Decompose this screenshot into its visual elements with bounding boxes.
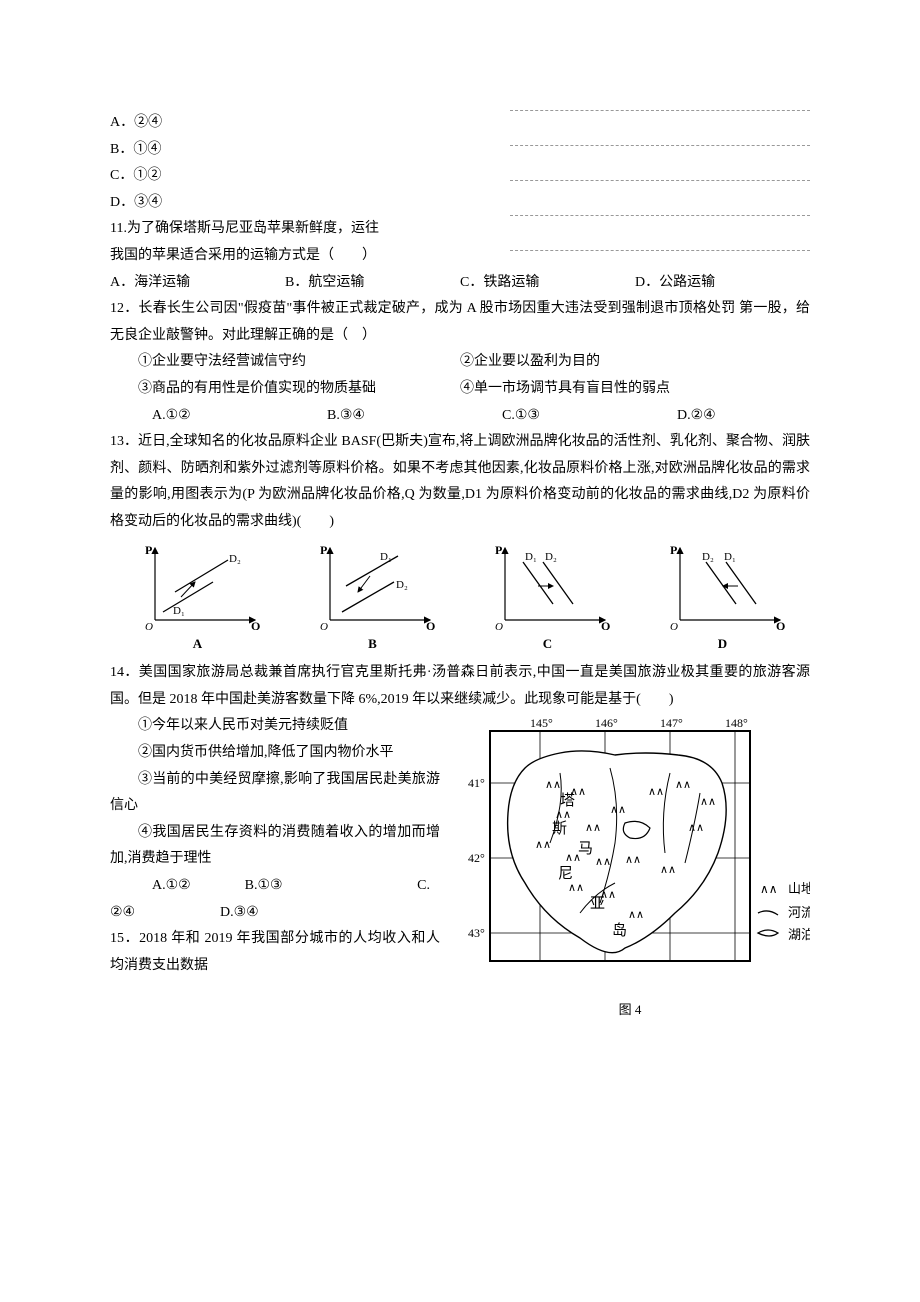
svg-text:42°: 42°	[468, 851, 485, 865]
svg-text:Q: Q	[426, 619, 435, 630]
svg-text:P: P	[495, 543, 502, 557]
svg-text:D₁: D₁	[380, 551, 392, 563]
q14-option-c: ②④	[110, 900, 220, 927]
svg-text:∧∧: ∧∧	[760, 882, 778, 896]
svg-text:D₂: D₂	[229, 553, 241, 565]
svg-text:∧∧: ∧∧	[595, 856, 611, 868]
legend-mountain: 山地	[788, 881, 810, 896]
q13-graph-d: P Q O D₂ D₁ D	[635, 542, 810, 657]
svg-text:∧∧: ∧∧	[660, 864, 676, 876]
q14-option-d: D.③④	[220, 900, 330, 927]
svg-text:O: O	[495, 621, 503, 630]
legend-river: 河流	[788, 905, 810, 920]
q13-graph-a: P Q O D₁ D₂ A	[110, 542, 285, 657]
svg-text:O: O	[320, 621, 328, 630]
q12-statement-1: ①企业要守法经营诚信守约	[110, 349, 460, 376]
q13-graph-d-label: D	[635, 632, 810, 657]
svg-text:塔: 塔	[560, 792, 575, 809]
legend-lake: 湖泊	[788, 927, 810, 942]
map-caption: 图 4	[450, 998, 810, 1023]
svg-text:D₁: D₁	[525, 551, 537, 563]
svg-text:∧∧: ∧∧	[688, 822, 704, 834]
svg-text:∧∧: ∧∧	[545, 779, 561, 791]
axis-q: Q	[251, 619, 260, 630]
q13-stem: 13．近日,全球知名的化妆品原料企业 BASF(巴斯夫)宣布,将上调欧洲品牌化妆…	[110, 429, 810, 535]
option-c: C．①②	[110, 163, 480, 190]
q14-option-c-prefix: C.	[337, 873, 440, 900]
q14-option-a: A.①②	[152, 873, 245, 900]
svg-text:∧∧: ∧∧	[610, 804, 626, 816]
svg-text:∧∧: ∧∧	[585, 822, 601, 834]
svg-text:D₂: D₂	[396, 579, 408, 591]
svg-text:Q: Q	[601, 619, 610, 630]
tasmania-map: 145° 146° 147° 148° 41° 42° 43°	[450, 713, 810, 1022]
lon-label: 145°	[530, 716, 553, 730]
q15-stem: 15．2018 年和 2019 年我国部分城市的人均收入和人均消费支出数据	[110, 926, 440, 979]
svg-text:P: P	[670, 543, 677, 557]
svg-text:O: O	[670, 621, 678, 630]
q13-graph-b-label: B	[285, 632, 460, 657]
q13-graph-b: P Q O D₁ D₂ B	[285, 542, 460, 657]
axis-o: O	[145, 621, 153, 630]
q14-stem: 14．美国国家旅游局总裁兼首席执行官克里斯托弗·汤普森日前表示,中国一直是美国旅…	[110, 660, 810, 713]
q11-stem-line2: 我国的苹果适合采用的运输方式是（ ）	[110, 243, 480, 270]
q12-option-b: B.③④	[327, 403, 502, 430]
svg-text:∧∧: ∧∧	[555, 809, 571, 821]
option-d: D．③④	[110, 190, 480, 217]
axis-p: P	[145, 543, 152, 557]
blank-ruled-area	[510, 110, 810, 251]
q12-option-c: C.①③	[502, 403, 677, 430]
svg-text:D₂: D₂	[545, 551, 557, 563]
svg-text:P: P	[320, 543, 327, 557]
svg-text:41°: 41°	[468, 776, 485, 790]
svg-text:147°: 147°	[660, 716, 683, 730]
q13-graph-a-label: A	[110, 632, 285, 657]
q14-statement-4: ④我国居民生存资料的消费随着收入的增加而增加,消费趋于理性	[110, 820, 440, 873]
q12-stem: 12．长春长生公司因"假疫苗"事件被正式裁定破产，成为 A 股市场因重大违法受到…	[110, 296, 810, 349]
svg-text:D₂: D₂	[702, 551, 714, 563]
q14-statement-1: ①今年以来人民币对美元持续贬值	[110, 713, 440, 740]
svg-text:148°: 148°	[725, 716, 748, 730]
option-b: B．①④	[110, 137, 480, 164]
svg-text:∧∧: ∧∧	[568, 882, 584, 894]
svg-text:岛: 岛	[612, 922, 627, 939]
svg-text:D₁: D₁	[173, 605, 185, 617]
q11-option-b: B．航空运输	[285, 270, 460, 297]
q12-option-a: A.①②	[152, 403, 327, 430]
svg-text:146°: 146°	[595, 716, 618, 730]
q13-graph-c: P Q O D₁ D₂ C	[460, 542, 635, 657]
svg-text:Q: Q	[776, 619, 785, 630]
q11-option-a: A．海洋运输	[110, 270, 285, 297]
q13-graph-c-label: C	[460, 632, 635, 657]
svg-text:尼: 尼	[558, 865, 573, 882]
svg-text:43°: 43°	[468, 926, 485, 940]
q12-statement-4: ④单一市场调节具有盲目性的弱点	[460, 376, 810, 403]
svg-text:D₁: D₁	[724, 551, 736, 563]
q12-statement-3: ③商品的有用性是价值实现的物质基础	[110, 376, 460, 403]
svg-text:斯: 斯	[552, 820, 567, 837]
q12-option-d: D.②④	[677, 403, 852, 430]
q12-statement-2: ②企业要以盈利为目的	[460, 349, 810, 376]
q14-statement-2: ②国内货币供给增加,降低了国内物价水平	[110, 740, 440, 767]
option-a: A．②④	[110, 110, 480, 137]
svg-text:∧∧: ∧∧	[625, 854, 641, 866]
q14-statement-3: ③当前的中美经贸摩擦,影响了我国居民赴美旅游信心	[110, 767, 440, 820]
svg-text:∧∧: ∧∧	[535, 839, 551, 851]
svg-text:马: 马	[578, 840, 593, 857]
q13-graphs: P Q O D₁ D₂ A P Q O D₁ D₂	[110, 542, 810, 657]
q11-option-d: D．公路运输	[635, 270, 810, 297]
svg-text:∧∧: ∧∧	[628, 909, 644, 921]
q11-stem-line1: 11.为了确保塔斯马尼亚岛苹果新鲜度，运往	[110, 216, 480, 243]
svg-text:∧∧: ∧∧	[675, 779, 691, 791]
q14-option-b: B.①③	[245, 873, 338, 900]
q11-option-c: C．铁路运输	[460, 270, 635, 297]
svg-text:∧∧: ∧∧	[648, 786, 664, 798]
svg-text:∧∧: ∧∧	[700, 796, 716, 808]
svg-text:亚: 亚	[590, 896, 605, 912]
